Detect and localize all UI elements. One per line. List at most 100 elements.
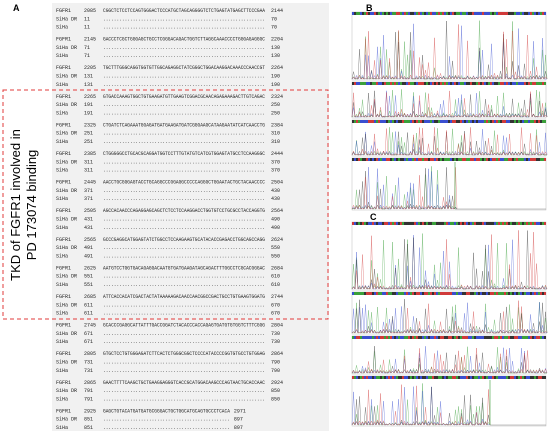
base-call bbox=[488, 120, 490, 123]
base-call bbox=[458, 82, 460, 85]
base-call bbox=[384, 12, 386, 15]
base-call bbox=[518, 158, 520, 161]
tkd-box bbox=[2, 89, 329, 320]
base-call bbox=[538, 292, 540, 295]
base-call bbox=[488, 376, 490, 379]
seq-name: FGFR1 bbox=[56, 265, 71, 271]
base-call bbox=[422, 120, 424, 123]
base-call bbox=[424, 222, 426, 225]
base-call bbox=[406, 12, 408, 15]
seq-end: 2624 bbox=[271, 237, 283, 243]
base-call bbox=[452, 376, 454, 379]
base-call bbox=[488, 158, 490, 161]
base-call bbox=[372, 376, 374, 379]
base-call bbox=[426, 120, 428, 123]
base-call bbox=[446, 120, 448, 123]
base-call bbox=[422, 292, 424, 295]
seq-end: 310 bbox=[271, 139, 280, 145]
seq-name: SiHa DR bbox=[56, 102, 77, 108]
base-call bbox=[456, 376, 458, 379]
base-call bbox=[372, 82, 374, 85]
base-call bbox=[366, 222, 368, 225]
seq-name: SiHa DR bbox=[56, 217, 77, 223]
sequence: ........................................… bbox=[103, 53, 265, 59]
base-call bbox=[474, 336, 476, 339]
base-call bbox=[474, 82, 476, 85]
base-call bbox=[370, 158, 372, 161]
base-call bbox=[492, 120, 494, 123]
sequence: ........................................… bbox=[103, 196, 265, 202]
base-call bbox=[364, 12, 366, 15]
base-call bbox=[436, 12, 438, 15]
base-call bbox=[470, 12, 472, 15]
sequence: ........................................… bbox=[103, 82, 265, 88]
base-call bbox=[362, 12, 364, 15]
base-call bbox=[376, 222, 378, 225]
base-call bbox=[444, 12, 446, 15]
base-call bbox=[526, 336, 528, 339]
base-call bbox=[508, 158, 510, 161]
base-call bbox=[362, 292, 364, 295]
base-call bbox=[538, 222, 540, 225]
seq-end: 70 bbox=[271, 25, 277, 31]
base-call bbox=[358, 376, 360, 379]
base-call bbox=[464, 336, 466, 339]
base-call bbox=[352, 376, 354, 379]
base-call bbox=[420, 376, 422, 379]
base-call bbox=[354, 158, 356, 161]
seq-start: 791 bbox=[84, 396, 93, 402]
base-call bbox=[450, 336, 452, 339]
sequence: ........................................… bbox=[103, 282, 265, 288]
base-call bbox=[438, 336, 440, 339]
base-call bbox=[530, 158, 532, 161]
base-call bbox=[362, 82, 364, 85]
base-call bbox=[520, 222, 522, 225]
base-call bbox=[544, 158, 546, 161]
seq-end: 490 bbox=[271, 217, 280, 223]
base-call bbox=[446, 376, 448, 379]
base-call bbox=[498, 336, 500, 339]
strip-frame bbox=[351, 119, 547, 157]
base-call bbox=[392, 376, 394, 379]
seq-start: 2745 bbox=[84, 323, 96, 329]
base-call bbox=[426, 82, 428, 85]
base-call bbox=[498, 158, 500, 161]
base-call bbox=[440, 222, 442, 225]
seq-start: 491 bbox=[84, 253, 93, 259]
base-call bbox=[400, 292, 402, 295]
base-call bbox=[504, 292, 506, 295]
base-call bbox=[540, 82, 542, 85]
base-call bbox=[448, 120, 450, 123]
base-call bbox=[368, 376, 370, 379]
base-call bbox=[422, 376, 424, 379]
base-call bbox=[396, 158, 398, 161]
base-call bbox=[372, 158, 374, 161]
base-call bbox=[368, 158, 370, 161]
seq-start: 2565 bbox=[84, 237, 96, 243]
base-call bbox=[408, 376, 410, 379]
base-call bbox=[524, 158, 526, 161]
seq-end: 130 bbox=[271, 53, 280, 59]
base-call bbox=[410, 158, 412, 161]
base-call bbox=[410, 12, 412, 15]
base-call bbox=[470, 336, 472, 339]
base-call bbox=[352, 12, 354, 15]
base-call bbox=[428, 120, 430, 123]
sequence: ........................................… bbox=[103, 131, 265, 137]
base-call bbox=[504, 120, 506, 123]
base-call bbox=[372, 222, 374, 225]
base-call bbox=[488, 12, 490, 15]
base-call bbox=[416, 82, 418, 85]
base-call bbox=[534, 336, 536, 339]
seq-name: SiHa bbox=[56, 225, 68, 231]
base-call bbox=[500, 376, 502, 379]
seq-start: 2385 bbox=[84, 151, 96, 157]
base-call bbox=[366, 12, 368, 15]
seq-name: SiHa bbox=[56, 82, 68, 88]
base-call bbox=[404, 158, 406, 161]
sequence: AATGTCCTGGTGACAGAGGACAATGTGATGAAGATAGCAG… bbox=[103, 265, 265, 271]
base-call bbox=[444, 120, 446, 123]
base-call bbox=[440, 292, 442, 295]
sequence: CGGCTCTCCTCCAGTGGGACTCCCATGCTAGCAGGGGTCT… bbox=[103, 8, 265, 14]
